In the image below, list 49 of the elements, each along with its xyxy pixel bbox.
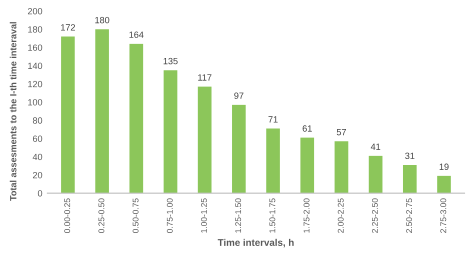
y-tick-label: 0 [38, 190, 42, 197]
x-tick-label: 0.75-1.00 [166, 198, 173, 233]
bar [129, 44, 144, 194]
bar [402, 164, 417, 194]
data-label: 172 [61, 24, 75, 30]
y-tick-label: 20 [32, 172, 42, 178]
y-tick-label: 120 [28, 80, 42, 88]
bar [164, 70, 178, 194]
data-label: 61 [302, 125, 312, 132]
y-axis-title: Total assesments to the I-th time interaval [10, 22, 16, 201]
y-tick-label: 40 [32, 154, 42, 160]
y-tick-label: 160 [28, 44, 42, 51]
data-label: 97 [234, 92, 244, 99]
data-label: 19 [440, 164, 449, 170]
bar [334, 141, 348, 194]
bar [266, 128, 280, 194]
y-tick-label: 80 [32, 117, 42, 124]
x-tick-label: 2.75-3.00 [440, 198, 446, 233]
data-label: 135 [164, 58, 178, 64]
y-tick-label: 200 [28, 8, 42, 14]
x-tick-label: 1.75-2.00 [304, 198, 310, 233]
data-label: 71 [268, 116, 278, 122]
bar [300, 138, 314, 194]
data-label: 31 [405, 152, 414, 160]
x-tick-label: 1.50-1.75 [269, 198, 276, 233]
x-tick-label: 0.25-0.50 [98, 198, 104, 233]
bar [95, 29, 109, 194]
x-axis-title: Time intervals, h [218, 238, 294, 248]
data-label: 164 [129, 31, 144, 38]
x-tick-label: 2.00-2.25 [338, 198, 344, 233]
data-label: 57 [336, 129, 346, 136]
y-tick-label: 60 [32, 136, 42, 142]
bar [368, 156, 382, 194]
data-label: 117 [198, 74, 212, 81]
x-tick-label: 1.00-1.25 [201, 198, 207, 233]
y-tick-label: 100 [28, 99, 42, 106]
x-tick-label: 0.50-0.75 [132, 198, 139, 233]
x-tick-label: 2.50-2.75 [406, 198, 412, 233]
x-tick-label: 0.00-0.25 [64, 198, 70, 233]
bar [232, 104, 246, 194]
data-label: 180 [95, 16, 110, 24]
bar [61, 36, 75, 194]
y-tick-label: 140 [28, 62, 42, 70]
data-label: 41 [370, 144, 380, 150]
bar [198, 86, 212, 194]
x-tick-label: 2.25-2.50 [372, 198, 378, 233]
bar [437, 176, 451, 194]
x-tick-label: 1.25-1.50 [235, 198, 242, 233]
y-tick-label: 180 [28, 26, 42, 33]
